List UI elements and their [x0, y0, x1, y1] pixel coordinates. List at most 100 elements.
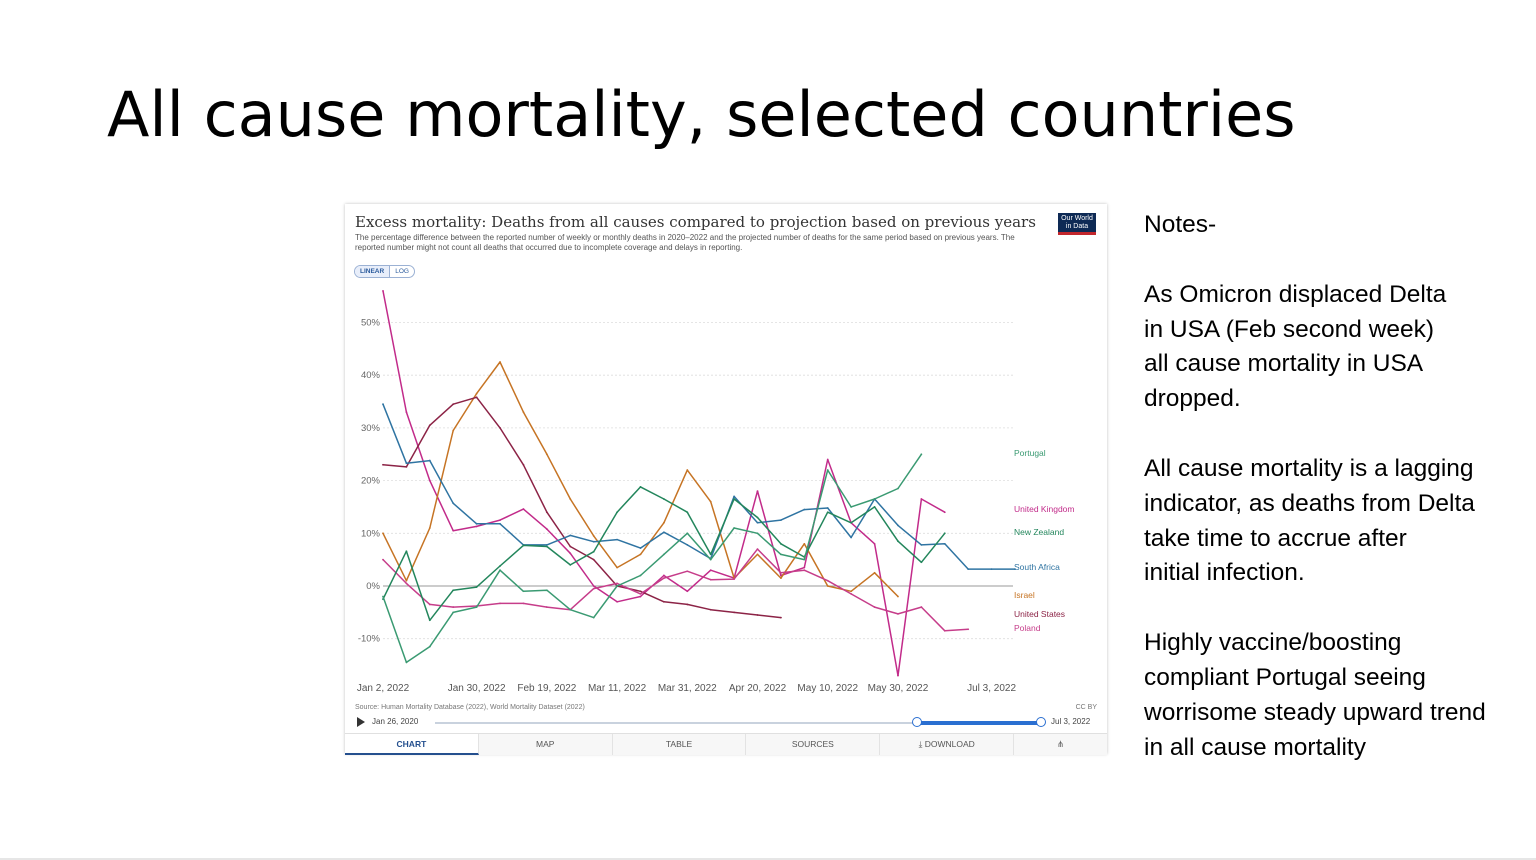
slide-divider	[0, 858, 1536, 860]
data-point-united-states	[452, 403, 455, 406]
data-point-portugal	[522, 590, 525, 593]
data-point-portugal	[780, 553, 782, 556]
download-icon: ⤓	[918, 739, 925, 749]
data-point-united-states	[475, 396, 478, 399]
data-point-united-states	[709, 608, 712, 611]
data-point-israel	[545, 453, 548, 456]
data-point-new-zealand	[780, 542, 782, 545]
timeline-track[interactable]	[435, 722, 1040, 724]
data-point-portugal	[662, 553, 665, 556]
data-point-israel	[428, 527, 431, 529]
data-point-south-africa	[616, 538, 618, 541]
data-point-new-zealand	[920, 561, 923, 564]
data-point-united-kingdom	[662, 574, 665, 577]
data-point-united-kingdom	[475, 525, 478, 528]
data-point-portugal	[569, 608, 572, 611]
data-point-south-africa	[592, 540, 595, 543]
legend-label-new-zealand: New Zealand	[1014, 527, 1064, 537]
x-tick-label: May 30, 2022	[868, 683, 929, 694]
data-point-united-kingdom	[569, 552, 572, 555]
data-point-new-zealand	[616, 511, 618, 514]
data-point-poland	[943, 629, 946, 632]
data-point-israel	[475, 392, 478, 395]
timeline-start-date: Jan 26, 2020	[372, 717, 419, 726]
data-point-poland	[639, 593, 642, 595]
data-point-israel	[569, 498, 572, 500]
linear-scale-button[interactable]: LINEAR	[355, 266, 391, 277]
legend-label-portugal: Portugal	[1014, 448, 1046, 458]
data-point-south-africa	[1014, 568, 1016, 571]
data-point-united-states	[756, 614, 759, 616]
tab-download[interactable]: ⤓ DOWNLOAD	[880, 734, 1015, 755]
data-point-united-kingdom	[873, 542, 876, 545]
data-point-israel	[499, 361, 501, 363]
tab-map[interactable]: MAP	[479, 734, 613, 755]
tab-chart[interactable]: CHART	[345, 734, 479, 755]
tab-sources[interactable]: SOURCES	[746, 734, 881, 755]
owid-logo[interactable]: Our World in Data	[1058, 213, 1096, 235]
legend-label-united-kingdom: United Kingdom	[1014, 504, 1074, 514]
tab-download-label: DOWNLOAD	[924, 739, 975, 749]
data-point-israel	[826, 585, 829, 587]
data-point-south-africa	[967, 568, 970, 571]
data-point-israel	[662, 521, 665, 524]
data-point-israel	[639, 553, 642, 556]
data-point-poland	[382, 558, 384, 561]
timeline-start-handle[interactable]	[912, 717, 922, 727]
data-point-portugal	[545, 589, 548, 592]
data-point-south-africa	[897, 524, 899, 527]
data-point-poland	[709, 578, 712, 581]
data-point-new-zealand	[475, 586, 478, 588]
data-point-portugal	[405, 661, 408, 664]
x-tick-label: Apr 20, 2022	[729, 683, 787, 694]
data-point-south-africa	[428, 459, 431, 462]
x-tick-label: Mar 31, 2022	[658, 683, 717, 694]
chart-license[interactable]: CC BY	[1075, 704, 1097, 711]
data-point-portugal	[873, 498, 876, 500]
legend-label-poland: Poland	[1014, 623, 1041, 633]
data-point-israel	[405, 579, 408, 582]
data-point-new-zealand	[826, 511, 829, 514]
series-line-poland	[382, 548, 969, 632]
data-point-poland	[967, 628, 970, 631]
data-point-poland	[780, 571, 782, 574]
data-point-poland	[592, 587, 595, 590]
tab-table[interactable]: TABLE	[613, 734, 747, 755]
data-point-portugal	[733, 527, 736, 529]
legend-label-israel: Israel	[1014, 590, 1035, 600]
data-point-new-zealand	[405, 550, 408, 553]
data-point-united-kingdom	[592, 585, 595, 587]
data-point-new-zealand	[522, 544, 525, 547]
data-point-new-zealand	[592, 550, 595, 553]
play-icon[interactable]	[357, 717, 365, 727]
data-point-poland	[733, 578, 736, 581]
data-point-portugal	[452, 611, 455, 614]
timeline-selected-range[interactable]	[916, 721, 1040, 725]
data-point-portugal	[382, 595, 384, 598]
data-point-poland	[405, 582, 408, 585]
legend-label-united-states: United States	[1014, 609, 1065, 619]
owid-chart-widget: Excess mortality: Deaths from all causes…	[345, 204, 1107, 755]
notes-panel: Notes- As Omicron displaced Delta in USA…	[1144, 208, 1536, 800]
data-point-new-zealand	[452, 589, 455, 592]
notes-paragraph-3: Highly vaccine/boosting compliant Portug…	[1144, 629, 1486, 761]
data-point-israel	[592, 535, 595, 537]
data-point-portugal	[592, 616, 595, 619]
data-point-new-zealand	[943, 532, 946, 535]
data-point-united-kingdom	[709, 569, 712, 572]
slide-title: All cause mortality, selected countries	[107, 78, 1296, 151]
data-point-united-states	[405, 465, 408, 468]
data-point-united-kingdom	[522, 508, 525, 510]
tab-share[interactable]: ⋔	[1014, 734, 1107, 755]
data-point-south-africa	[639, 547, 642, 549]
data-point-new-zealand	[686, 511, 689, 514]
data-point-new-zealand	[639, 486, 642, 488]
data-point-united-states	[499, 427, 501, 429]
data-point-united-kingdom	[499, 519, 501, 522]
data-point-israel	[803, 542, 806, 545]
y-tick-label: 40%	[361, 370, 381, 381]
x-tick-label: May 10, 2022	[797, 683, 858, 694]
data-point-portugal	[499, 569, 501, 572]
log-scale-button[interactable]: LOG	[395, 268, 409, 275]
timeline-end-handle[interactable]	[1036, 717, 1046, 727]
